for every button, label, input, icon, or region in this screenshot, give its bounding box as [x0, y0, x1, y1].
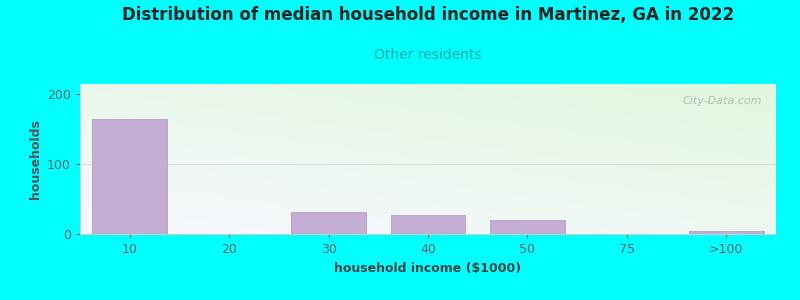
Bar — [689, 230, 763, 234]
Y-axis label: households: households — [29, 119, 42, 199]
Bar — [291, 212, 366, 234]
Bar — [490, 220, 565, 234]
Bar — [390, 215, 466, 234]
Text: Distribution of median household income in Martinez, GA in 2022: Distribution of median household income … — [122, 6, 734, 24]
Text: City-Data.com: City-Data.com — [682, 96, 762, 106]
Bar — [93, 119, 167, 234]
X-axis label: household income ($1000): household income ($1000) — [334, 262, 522, 275]
Text: Other residents: Other residents — [374, 48, 482, 62]
